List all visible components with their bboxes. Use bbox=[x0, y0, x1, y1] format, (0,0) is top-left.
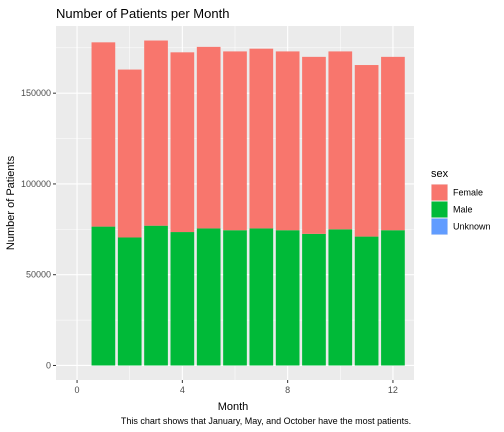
bar-female-month-10 bbox=[328, 51, 353, 230]
axes: 0 4 8 12 0 50000 100000 150000 bbox=[21, 88, 398, 395]
bar-male-month-8 bbox=[275, 230, 300, 366]
x-tick-label: 12 bbox=[388, 385, 398, 395]
bar-female-month-7 bbox=[249, 48, 274, 229]
legend-swatch-unknown bbox=[431, 218, 448, 235]
legend-label-unknown: Unknown bbox=[453, 222, 491, 232]
bar-male-month-4 bbox=[170, 232, 195, 366]
legend: Female Male Unknown bbox=[431, 184, 491, 235]
legend-label-female: Female bbox=[453, 188, 483, 198]
chart-caption: This chart shows that January, May, and … bbox=[121, 416, 411, 426]
legend-label-male: Male bbox=[453, 205, 473, 215]
bar-female-month-1 bbox=[91, 42, 116, 227]
bar-female-month-8 bbox=[275, 51, 300, 231]
bar-male-month-12 bbox=[381, 230, 405, 366]
x-tick-label: 4 bbox=[180, 385, 185, 395]
x-tick-label: 0 bbox=[75, 385, 80, 395]
bars bbox=[91, 40, 405, 366]
y-tick-label: 100000 bbox=[21, 179, 51, 189]
bar-male-month-6 bbox=[223, 230, 247, 366]
bar-female-month-5 bbox=[196, 46, 221, 229]
bar-male-month-5 bbox=[196, 228, 221, 366]
legend-title: sex bbox=[431, 168, 449, 180]
bar-male-month-2 bbox=[117, 237, 142, 366]
bar-female-month-6 bbox=[223, 51, 247, 231]
x-axis-title: Month bbox=[218, 401, 249, 413]
bar-female-month-9 bbox=[302, 56, 326, 234]
bar-male-month-10 bbox=[328, 229, 353, 366]
y-tick-label: 50000 bbox=[26, 270, 51, 280]
bar-female-month-2 bbox=[117, 69, 142, 238]
y-axis-title: Number of Patients bbox=[5, 155, 17, 250]
bar-male-month-7 bbox=[249, 228, 274, 366]
bar-female-month-12 bbox=[381, 56, 405, 231]
chart-title: Number of Patients per Month bbox=[56, 6, 229, 21]
y-tick-label: 0 bbox=[46, 360, 51, 370]
bar-male-month-9 bbox=[302, 233, 326, 366]
bar-female-month-4 bbox=[170, 52, 195, 233]
bar-female-month-3 bbox=[144, 40, 168, 226]
y-tick-label: 150000 bbox=[21, 88, 51, 98]
legend-swatch-female bbox=[431, 184, 448, 201]
x-tick-label: 8 bbox=[285, 385, 290, 395]
bar-female-month-11 bbox=[354, 65, 379, 237]
bar-male-month-3 bbox=[144, 225, 168, 366]
bar-male-month-11 bbox=[354, 236, 379, 366]
bar-male-month-1 bbox=[91, 226, 116, 366]
legend-swatch-male bbox=[431, 201, 448, 218]
